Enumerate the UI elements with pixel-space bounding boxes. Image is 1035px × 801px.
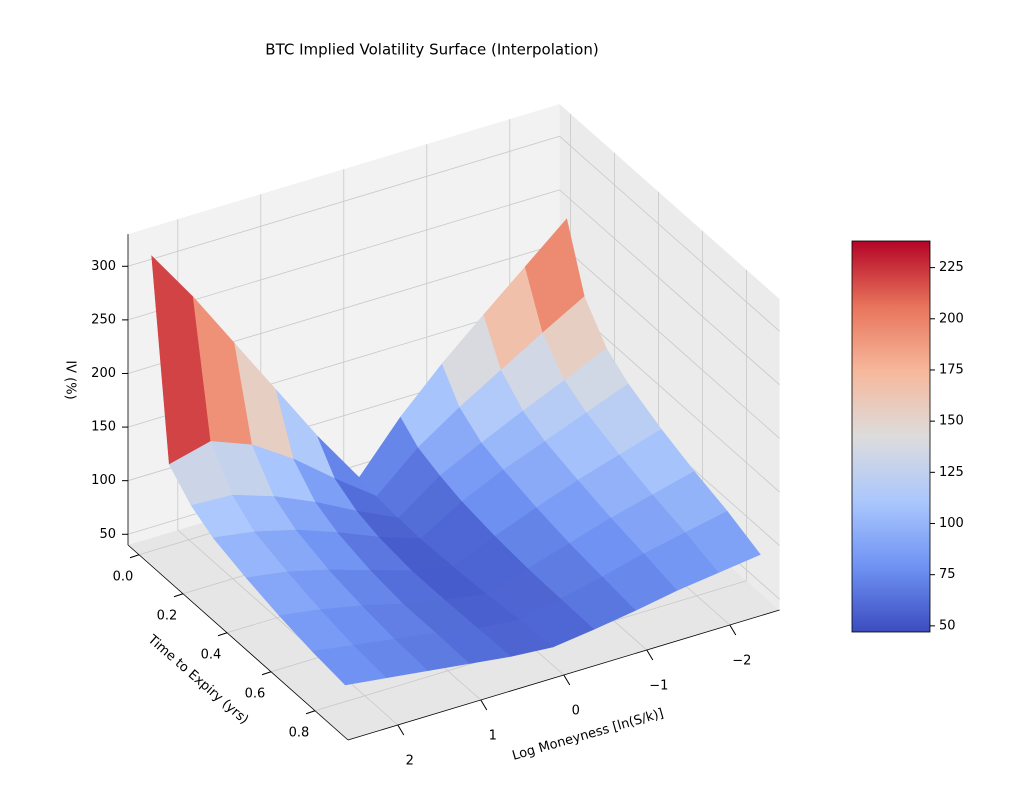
x-tick-label: 0 <box>572 704 580 719</box>
y-tick <box>305 710 316 715</box>
y-tick-label: 0.2 <box>157 608 178 623</box>
z-tick-label: 100 <box>91 473 116 488</box>
colorbar-tick-label: 200 <box>939 311 964 326</box>
grid-line <box>559 189 780 386</box>
colorbar-tick-label: 150 <box>939 414 964 429</box>
colorbar-tick-label: 175 <box>939 362 964 377</box>
z-tick-label: 300 <box>91 259 116 274</box>
colorbar-tick-label: 125 <box>939 465 964 480</box>
z-tick-label: 150 <box>91 420 116 435</box>
grid-line <box>177 529 399 726</box>
y-axis-label: Time to Expiry (yrs) <box>144 632 251 728</box>
z-tick-label: 250 <box>91 312 116 327</box>
x-axis-line <box>347 609 780 741</box>
y-tick <box>173 593 184 598</box>
x-tick-label: 1 <box>489 729 497 744</box>
z-tick-label: 50 <box>99 527 116 542</box>
colorbar-tick-label: 225 <box>939 260 964 275</box>
chart-title: BTC Implied Volatility Surface (Interpol… <box>265 41 598 59</box>
x-tick <box>397 724 405 736</box>
y-axis-line <box>127 544 349 741</box>
x-tick-label: −2 <box>732 654 751 669</box>
colorbar <box>851 240 931 633</box>
grid-line <box>559 135 780 332</box>
y-tick <box>261 671 272 676</box>
grid-line <box>127 189 560 321</box>
surface-patch <box>685 510 761 573</box>
grid-line <box>127 135 560 267</box>
y-tick <box>217 632 228 637</box>
grid-line <box>559 243 780 439</box>
x-tick-label: −1 <box>649 679 668 694</box>
x-tick-label: 2 <box>406 754 414 769</box>
colorbar-tick-label: 75 <box>939 567 956 582</box>
colorbar-tick-label: 100 <box>939 516 964 531</box>
y-tick-label: 0.6 <box>245 686 266 701</box>
y-tick-label: 0.0 <box>113 569 134 584</box>
y-tick <box>129 554 140 559</box>
z-axis-label: IV (%) <box>63 360 78 399</box>
colorbar-tick-label: 50 <box>939 618 956 633</box>
x-tick <box>729 624 737 636</box>
y-tick-label: 0.4 <box>201 647 222 662</box>
x-tick <box>646 649 654 661</box>
y-tick-label: 0.8 <box>289 725 310 740</box>
z-tick-label: 200 <box>91 366 116 381</box>
x-tick <box>563 674 571 686</box>
x-axis-label: Log Moneyness [ln(S/k)] <box>511 706 666 764</box>
x-tick <box>480 699 488 711</box>
